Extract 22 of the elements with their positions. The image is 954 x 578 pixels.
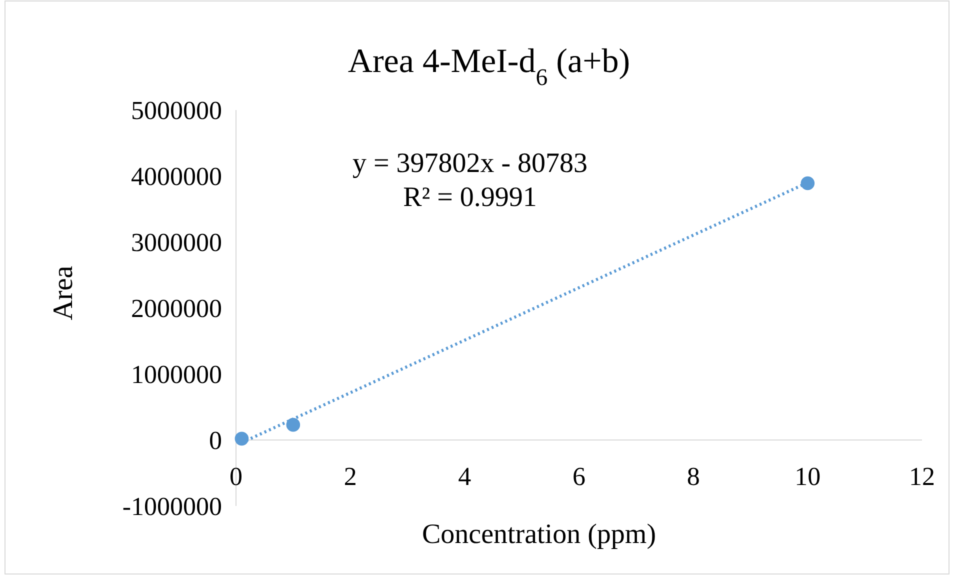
y-tick-label: 2000000 xyxy=(131,294,222,323)
annotation: R² = 0.9991 xyxy=(403,182,537,213)
point xyxy=(286,418,300,432)
x-tick-label: 2 xyxy=(344,462,357,491)
x-tick-label: 4 xyxy=(458,462,472,491)
x-tick-label: 10 xyxy=(794,462,821,491)
y-tick-label: 0 xyxy=(209,426,222,455)
x-tick-label: 8 xyxy=(686,462,700,491)
annotation: y = 397802x - 80783 xyxy=(352,148,588,179)
x-tick-label: 6 xyxy=(572,462,586,491)
y-tick-label: 5000000 xyxy=(131,96,222,125)
x-tick-label: 12 xyxy=(909,462,935,491)
chart-title: Area 4-MeI-d$_{6}$ (a+b) xyxy=(348,43,630,91)
y-tick-label: 3000000 xyxy=(131,228,222,257)
y-tick-label: -1000000 xyxy=(122,492,222,521)
y-tick-label: 1000000 xyxy=(131,360,222,389)
point xyxy=(800,176,815,190)
x-axis-title: Concentration (ppm) xyxy=(422,519,656,550)
y-tick-label: 4000000 xyxy=(131,162,222,191)
point xyxy=(234,432,249,446)
y-axis-title: Area xyxy=(48,265,79,320)
x-tick-label: 0 xyxy=(230,462,242,491)
